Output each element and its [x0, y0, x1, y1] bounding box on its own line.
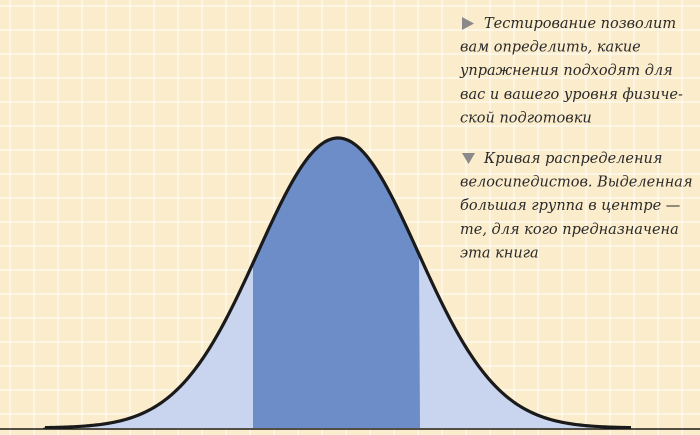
caption-line: ской подготовки	[460, 110, 592, 126]
caption-line: большая группа в центре —	[460, 198, 680, 214]
caption-line: вам определить, какие	[460, 40, 641, 56]
caption-line: эта книга	[460, 245, 539, 261]
caption-line: те, для кого предназначена	[460, 222, 679, 238]
arrow-right-icon	[462, 17, 474, 30]
bell-curve	[0, 136, 700, 430]
caption-line: упражнения подходят для	[459, 63, 673, 79]
caption-line: Тестирование позволит	[484, 16, 676, 32]
captions: Тестирование позволит вам определить, как…	[459, 16, 693, 261]
central-area	[253, 138, 420, 428]
caption-line: вас и вашего уровня физиче-	[460, 87, 683, 103]
curve-line	[43, 136, 632, 430]
caption-line: велосипедистов. Выделенная	[460, 175, 693, 191]
arrow-down-icon	[462, 153, 475, 164]
caption-line: Кривая распределения	[483, 151, 662, 167]
